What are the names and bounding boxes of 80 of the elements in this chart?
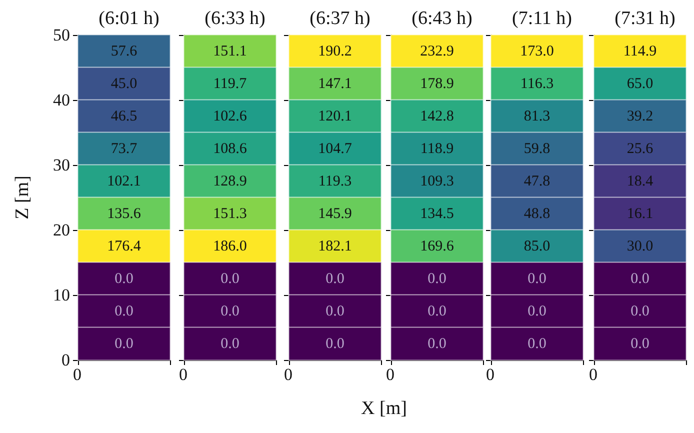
data-label: 65.0 — [626, 76, 654, 92]
chart-title: (7:11 h) — [512, 8, 572, 29]
data-label: 128.9 — [213, 173, 247, 190]
chart-title: (7:31 h) — [614, 8, 676, 29]
data-label: 0.0 — [326, 270, 344, 287]
data-label: 25.6 — [626, 140, 654, 157]
text: 40 — [53, 90, 70, 110]
data-label: 176.4 — [107, 238, 142, 254]
data-label: 0.0 — [630, 303, 650, 320]
data-label: 134.5 — [420, 206, 454, 222]
data-label: 0.0 — [326, 336, 344, 352]
text: 0 — [386, 365, 394, 384]
text: 0 — [73, 365, 82, 384]
text: 10 — [53, 286, 70, 304]
data-label: 0.0 — [630, 336, 650, 352]
text: 0 — [589, 365, 598, 384]
data-label: 57.6 — [110, 43, 138, 60]
data-label: 104.7 — [318, 140, 352, 157]
data-label: 109.3 — [420, 173, 454, 190]
data-label: 102.1 — [107, 173, 141, 190]
data-label: 0.0 — [528, 303, 546, 320]
data-label: 119.7 — [213, 76, 248, 92]
data-label: 114.9 — [623, 43, 657, 60]
data-label: 151.3 — [213, 206, 247, 222]
data-label: 102.6 — [213, 108, 248, 124]
data-label: 0.0 — [326, 303, 344, 320]
data-label: 0.0 — [528, 336, 546, 352]
data-label: 59.8 — [524, 140, 550, 157]
data-label: 190.2 — [318, 43, 352, 60]
data-label: 0.0 — [528, 270, 546, 287]
data-label: 48.8 — [524, 206, 550, 222]
text: 0 — [179, 365, 188, 384]
data-label: 151.1 — [213, 43, 247, 60]
data-label: 182.1 — [318, 238, 352, 254]
y-axis-title: Z [m] — [12, 176, 33, 220]
data-label: 0.0 — [220, 270, 240, 287]
data-label: 0.0 — [114, 303, 134, 320]
data-label: 0.0 — [220, 336, 240, 352]
data-label: 186.0 — [213, 238, 247, 254]
text: 0 — [284, 365, 292, 384]
data-label: 0.0 — [220, 303, 240, 320]
data-label: 0.0 — [114, 270, 134, 287]
data-label: 147.1 — [318, 76, 352, 92]
data-label: 108.6 — [213, 140, 248, 157]
chart-title: (6:01 h) — [98, 8, 160, 29]
text: 0 — [486, 365, 494, 384]
data-label: 0.0 — [428, 303, 446, 320]
data-label: 178.9 — [420, 76, 454, 92]
text: 0 — [62, 350, 70, 370]
data-label: 169.6 — [420, 238, 454, 254]
data-label: 0.0 — [428, 336, 446, 352]
data-label: 39.2 — [626, 108, 654, 124]
data-label: 73.7 — [110, 140, 138, 157]
text: 50 — [53, 26, 70, 44]
data-label: 16.1 — [626, 206, 654, 222]
chart-title: (6:43 h) — [412, 8, 472, 29]
data-label: 0.0 — [114, 336, 134, 352]
chart-title: (6:37 h) — [310, 8, 370, 29]
data-label: 47.8 — [524, 173, 550, 190]
data-label: 18.4 — [626, 173, 654, 190]
x-axis-title: X [m] — [361, 398, 407, 419]
text: 20 — [53, 220, 70, 240]
data-label: 173.0 — [520, 43, 554, 60]
data-label: 232.9 — [420, 43, 454, 60]
data-label: 30.0 — [626, 238, 654, 254]
data-label: 45.0 — [110, 76, 138, 92]
data-label: 85.0 — [524, 238, 550, 254]
data-label: 81.3 — [524, 108, 550, 124]
data-label: 118.9 — [420, 140, 454, 157]
data-label: 0.0 — [630, 270, 650, 287]
data-label: 119.3 — [318, 173, 352, 190]
data-label: 120.1 — [318, 108, 352, 124]
data-label: 46.5 — [110, 108, 138, 124]
data-label: 116.3 — [520, 76, 554, 92]
data-label: 145.9 — [318, 206, 352, 222]
chart-title: (6:33 h) — [204, 8, 266, 29]
text: 30 — [53, 156, 70, 174]
data-label: 0.0 — [428, 270, 446, 287]
data-label: 142.8 — [420, 108, 454, 124]
data-label: 135.6 — [107, 206, 142, 222]
